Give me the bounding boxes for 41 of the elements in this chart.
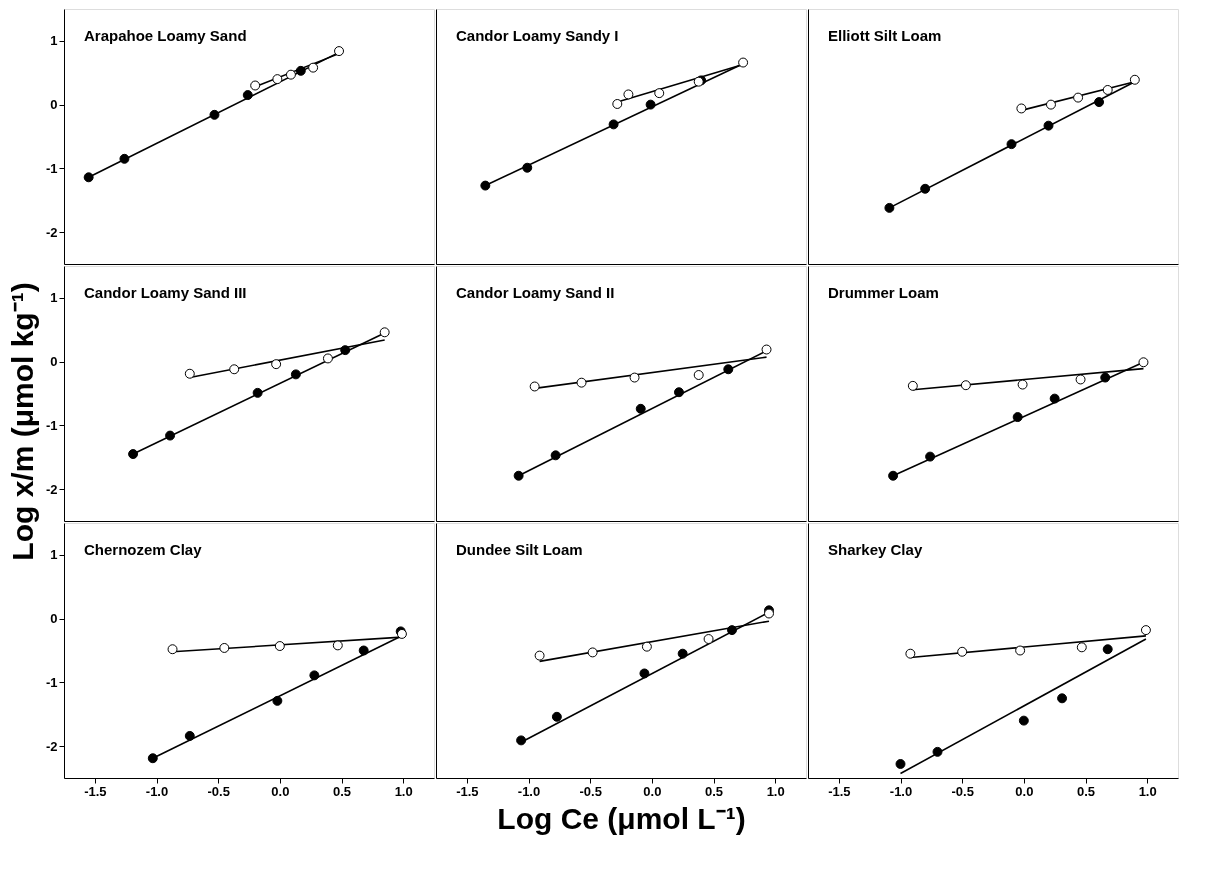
- y-tick-label: 0: [50, 611, 58, 627]
- x-tick-label: 1.0: [394, 783, 413, 799]
- x-axis-title: Log Ce (μmol L⁻¹): [497, 801, 746, 835]
- y-axis-title: Log x/m (μmol kg⁻¹): [5, 282, 39, 561]
- x-tick-label: 0.0: [1015, 783, 1034, 799]
- y-tick-label: -2: [45, 224, 58, 240]
- x-tick-label: -1.5: [828, 783, 851, 799]
- y-tick-label: -2: [45, 738, 58, 754]
- x-tick-label: -1.5: [84, 783, 107, 799]
- x-tick-label: 0.5: [704, 783, 724, 799]
- x-tick-label: 0.0: [643, 783, 662, 799]
- y-tick-label: 0: [50, 354, 58, 370]
- text: Candor Loamy Sand III: [84, 284, 247, 301]
- x-tick-label: 0.0: [271, 783, 290, 799]
- y-tick-label: 1: [50, 33, 58, 49]
- text: Drummer Loam: [828, 284, 939, 301]
- text: Candor Loamy Sandy I: [456, 27, 619, 44]
- y-tick-label: 0: [50, 97, 58, 113]
- x-tick-label: -1.0: [145, 783, 169, 799]
- x-tick-label: -0.5: [579, 783, 602, 799]
- x-tick-label: 0.5: [332, 783, 352, 799]
- text: Dundee Silt Loam: [456, 541, 583, 558]
- x-tick-label: -0.5: [207, 783, 230, 799]
- x-tick-label: -0.5: [951, 783, 974, 799]
- y-tick-label: -1: [45, 160, 58, 176]
- text: Elliott Silt Loam: [828, 27, 942, 44]
- y-tick-label: -1: [45, 417, 58, 433]
- text: Candor Loamy Sand II: [456, 284, 615, 301]
- y-tick-label: -1: [45, 674, 58, 690]
- text: Sharkey Clay: [828, 541, 923, 558]
- y-tick-label: 1: [50, 290, 58, 306]
- x-tick-label: -1.5: [456, 783, 479, 799]
- y-tick-label: 1: [50, 547, 58, 563]
- text: Arapahoe Loamy Sand: [84, 27, 247, 44]
- y-tick-label: -2: [45, 481, 58, 497]
- x-tick-label: -1.0: [889, 783, 913, 799]
- x-tick-label: 0.5: [1076, 783, 1096, 799]
- x-tick-label: 1.0: [766, 783, 785, 799]
- x-tick-label: -1.0: [517, 783, 541, 799]
- text: Chernozem Clay: [84, 541, 203, 558]
- x-tick-label: 1.0: [1138, 783, 1157, 799]
